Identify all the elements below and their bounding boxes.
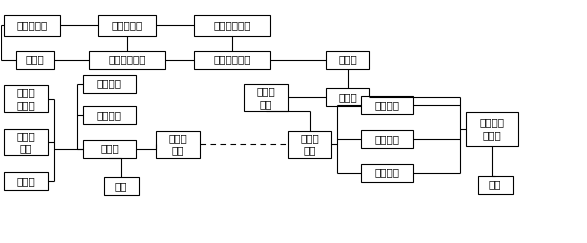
Text: 移动显示器: 移动显示器: [16, 20, 48, 30]
Bar: [83, 139, 136, 157]
Text: 温度传
感器: 温度传 感器: [17, 131, 36, 153]
Text: 电源: 电源: [115, 181, 127, 191]
Text: 处理器: 处理器: [100, 144, 119, 154]
Text: 控制器: 控制器: [338, 92, 357, 102]
Bar: [326, 88, 369, 106]
Text: 连接线: 连接线: [338, 55, 357, 65]
Text: 红外热
像仪: 红外热 像仪: [257, 86, 275, 109]
Bar: [104, 177, 139, 195]
Bar: [466, 112, 518, 146]
Bar: [326, 51, 369, 69]
Bar: [360, 164, 413, 182]
Bar: [83, 75, 136, 93]
Text: 滤波电路: 滤波电路: [375, 134, 400, 144]
Bar: [16, 51, 54, 69]
Text: 载波电路: 载波电路: [97, 79, 122, 89]
Bar: [156, 131, 200, 157]
Bar: [194, 15, 270, 36]
Bar: [89, 51, 165, 69]
Bar: [194, 51, 270, 69]
Bar: [98, 15, 156, 36]
Bar: [4, 15, 60, 36]
Text: 显示器: 显示器: [26, 55, 45, 65]
Text: 红外发
射器: 红外发 射器: [168, 133, 187, 156]
Text: 正反转电
磁开关: 正反转电 磁开关: [480, 118, 505, 140]
Bar: [4, 86, 48, 112]
Text: 电机: 电机: [489, 180, 501, 190]
Text: 解调电路: 解调电路: [375, 167, 400, 178]
Text: 编码电路: 编码电路: [97, 110, 122, 120]
Bar: [4, 129, 48, 155]
Text: 信号处理装置: 信号处理装置: [214, 55, 251, 65]
Text: 加速度
传感器: 加速度 传感器: [17, 87, 36, 110]
Text: 图像处理装置: 图像处理装置: [214, 20, 251, 30]
Text: 红外接
收器: 红外接 收器: [300, 133, 319, 156]
Bar: [4, 172, 48, 190]
Bar: [360, 130, 413, 148]
Bar: [288, 131, 332, 157]
Text: 陀螺仪: 陀螺仪: [17, 176, 36, 186]
Bar: [83, 106, 136, 124]
Text: 放大电路: 放大电路: [375, 100, 400, 110]
Bar: [244, 84, 288, 111]
Text: 人机交换设备: 人机交换设备: [108, 55, 146, 65]
Text: 图像分割器: 图像分割器: [112, 20, 143, 30]
Bar: [478, 175, 512, 194]
Bar: [360, 96, 413, 114]
